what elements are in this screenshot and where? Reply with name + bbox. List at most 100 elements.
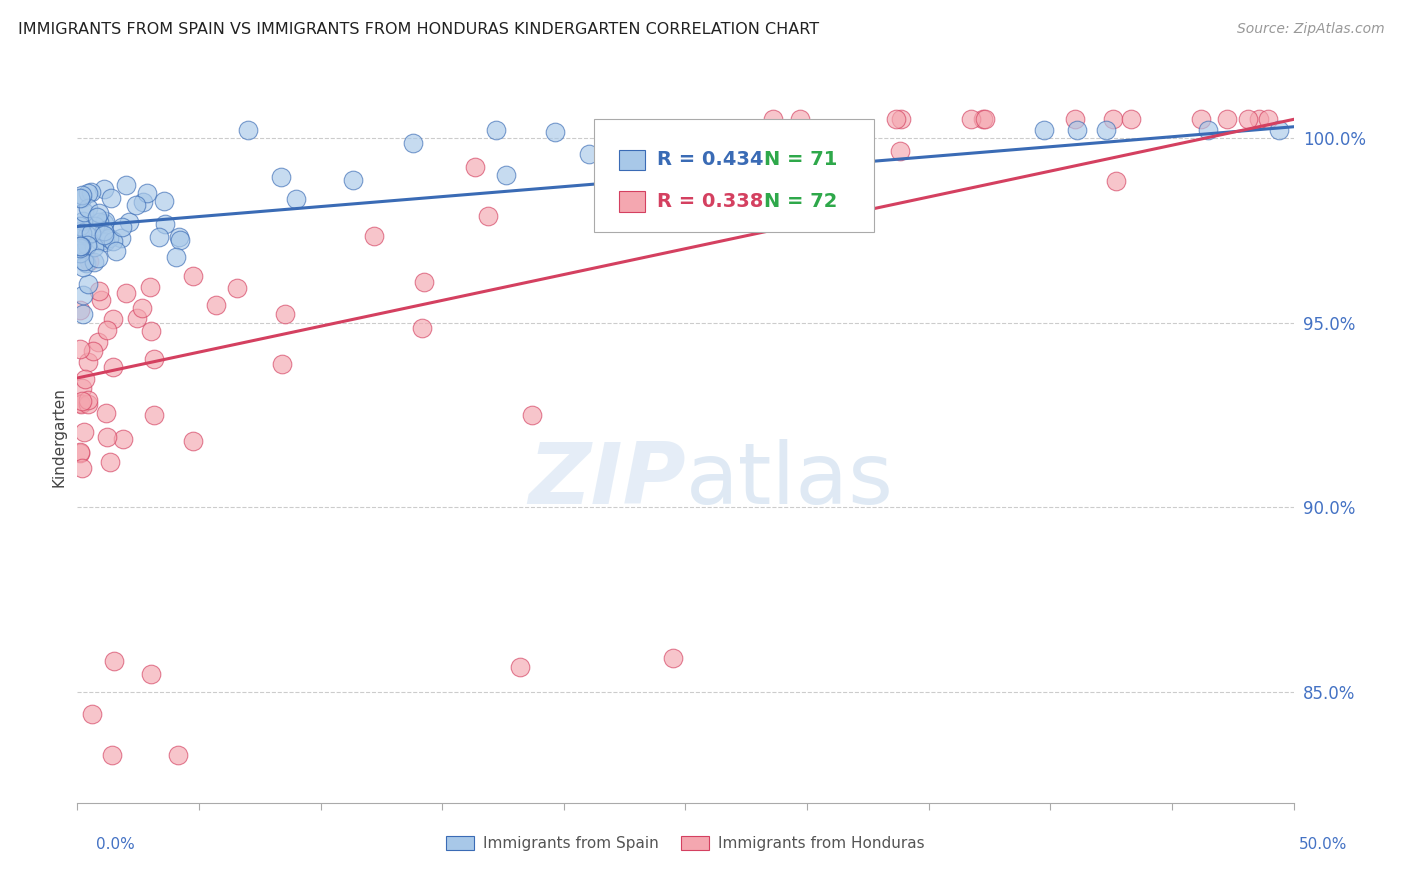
Point bbox=[75, 255, 97, 269]
Point bbox=[70, 394, 93, 409]
Point bbox=[697, 179, 720, 194]
Point bbox=[578, 146, 600, 161]
Point bbox=[77, 277, 100, 291]
Point bbox=[83, 255, 105, 269]
Point bbox=[100, 191, 122, 205]
Point bbox=[77, 202, 100, 216]
Point bbox=[69, 246, 91, 260]
Point bbox=[509, 660, 531, 674]
Point bbox=[274, 307, 297, 321]
Point bbox=[94, 235, 117, 249]
Point bbox=[402, 136, 425, 151]
Point bbox=[600, 191, 623, 205]
Text: Source: ZipAtlas.com: Source: ZipAtlas.com bbox=[1237, 22, 1385, 37]
Text: IMMIGRANTS FROM SPAIN VS IMMIGRANTS FROM HONDURAS KINDERGARTEN CORRELATION CHART: IMMIGRANTS FROM SPAIN VS IMMIGRANTS FROM… bbox=[18, 22, 820, 37]
Point bbox=[70, 239, 93, 253]
Point bbox=[103, 654, 125, 668]
Point bbox=[1095, 123, 1118, 137]
Point bbox=[87, 205, 110, 219]
Point bbox=[1247, 112, 1270, 127]
Point bbox=[148, 230, 170, 244]
Point bbox=[115, 285, 138, 300]
Text: R = 0.434: R = 0.434 bbox=[658, 150, 763, 169]
Legend: Immigrants from Spain, Immigrants from Honduras: Immigrants from Spain, Immigrants from H… bbox=[440, 830, 931, 857]
Point bbox=[93, 228, 115, 243]
Point bbox=[70, 461, 93, 475]
Point bbox=[77, 186, 100, 200]
Text: N = 71: N = 71 bbox=[765, 150, 838, 169]
Point bbox=[98, 455, 121, 469]
Y-axis label: Kindergarten: Kindergarten bbox=[51, 387, 66, 487]
Point bbox=[83, 240, 105, 254]
Point bbox=[1101, 112, 1123, 127]
Text: ZIP: ZIP bbox=[527, 440, 686, 523]
Point bbox=[69, 191, 91, 205]
Point bbox=[125, 198, 148, 212]
Point bbox=[166, 747, 188, 762]
Point bbox=[72, 214, 94, 228]
Point bbox=[110, 230, 132, 244]
Point bbox=[789, 112, 811, 127]
Point bbox=[72, 188, 94, 202]
Point bbox=[82, 707, 104, 722]
Point bbox=[131, 301, 153, 316]
Point bbox=[1066, 123, 1088, 137]
Point bbox=[205, 298, 228, 312]
Text: 0.0%: 0.0% bbox=[96, 837, 135, 852]
Point bbox=[73, 254, 96, 268]
Point bbox=[544, 125, 567, 139]
Point bbox=[181, 268, 204, 283]
Point bbox=[284, 192, 307, 206]
Point bbox=[974, 112, 997, 127]
Point bbox=[93, 214, 115, 228]
Point bbox=[89, 284, 111, 298]
Point bbox=[412, 275, 434, 289]
Point bbox=[118, 215, 141, 229]
Point bbox=[76, 227, 98, 242]
Point bbox=[138, 280, 160, 294]
Point bbox=[70, 397, 93, 411]
Point bbox=[104, 244, 127, 258]
Point bbox=[1119, 112, 1142, 127]
Point bbox=[73, 205, 96, 219]
Point bbox=[136, 186, 159, 201]
Point bbox=[661, 650, 683, 665]
Point bbox=[100, 747, 122, 762]
Point bbox=[1033, 123, 1056, 137]
Point bbox=[363, 229, 385, 244]
Point bbox=[69, 238, 91, 252]
Point bbox=[76, 355, 98, 369]
FancyBboxPatch shape bbox=[619, 191, 645, 211]
Point bbox=[139, 667, 162, 681]
Point bbox=[72, 288, 94, 302]
Point bbox=[86, 210, 108, 224]
Point bbox=[77, 392, 100, 407]
Point bbox=[884, 112, 907, 127]
Point bbox=[1268, 123, 1291, 137]
Point bbox=[69, 445, 91, 459]
Point bbox=[87, 251, 110, 265]
Point bbox=[890, 112, 912, 127]
Point bbox=[72, 191, 94, 205]
Point bbox=[889, 144, 911, 158]
Point bbox=[76, 397, 98, 411]
Point bbox=[90, 293, 112, 307]
Point bbox=[80, 185, 103, 199]
Point bbox=[520, 408, 543, 422]
Point bbox=[75, 372, 97, 386]
Point bbox=[1197, 123, 1219, 137]
Point bbox=[93, 216, 115, 230]
Point bbox=[411, 321, 433, 335]
Point bbox=[141, 325, 163, 339]
Point bbox=[972, 112, 994, 127]
Point bbox=[270, 357, 292, 371]
Point bbox=[69, 219, 91, 233]
Text: R = 0.338: R = 0.338 bbox=[658, 192, 763, 211]
Point bbox=[485, 123, 508, 137]
Point bbox=[270, 169, 292, 184]
Point bbox=[69, 396, 91, 410]
Point bbox=[69, 445, 91, 459]
Point bbox=[226, 280, 249, 294]
Point bbox=[94, 406, 117, 420]
Point bbox=[111, 219, 134, 234]
